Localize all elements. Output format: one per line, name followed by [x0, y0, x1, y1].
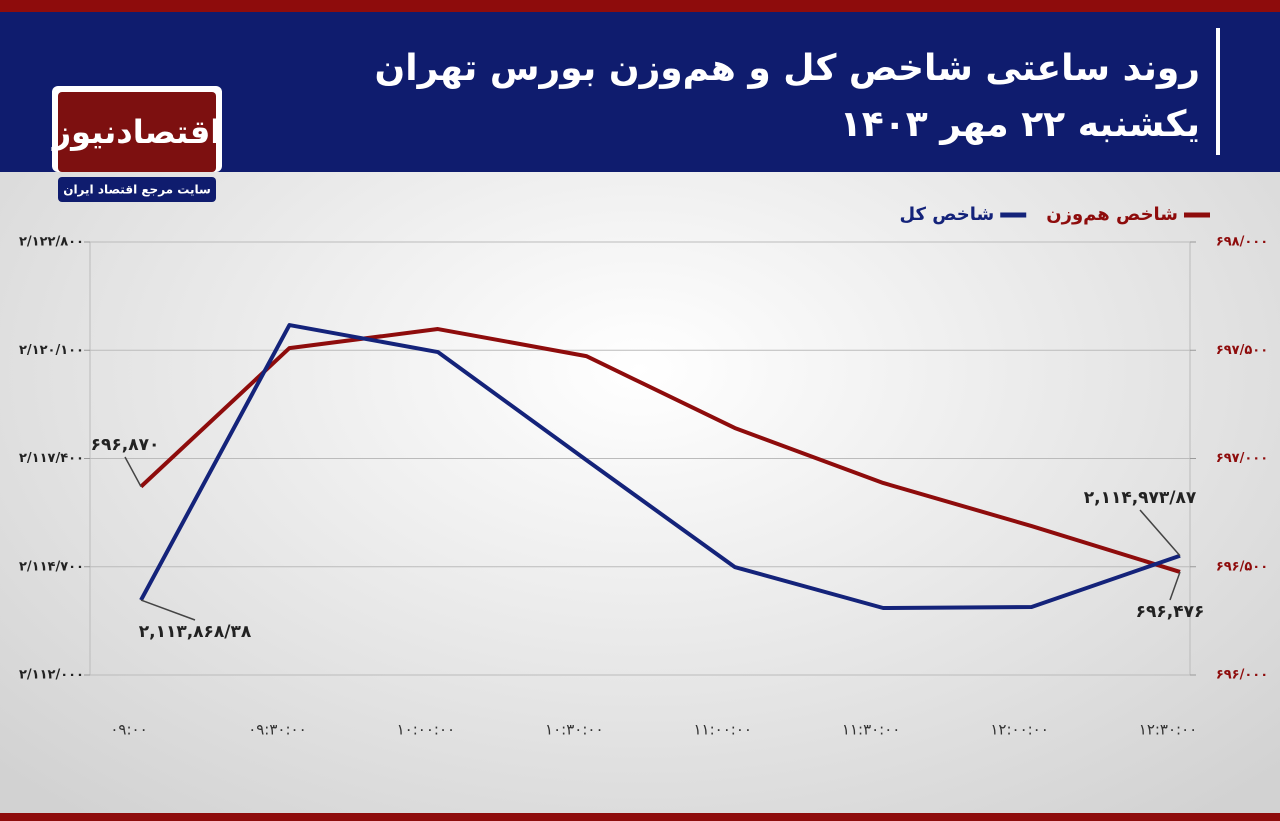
legend-label: شاخص هم‌وزن [1046, 204, 1178, 225]
series-line [139, 327, 1181, 574]
logo-text: اقتصادنیوز [51, 113, 222, 151]
data-label: ۲,۱۱۴,۹۷۳/۸۷ [1084, 488, 1197, 508]
x-tick-label: ۱۱:۰۰:۰۰ [693, 721, 751, 739]
label-leader [1139, 509, 1181, 557]
x-tick-label: ۱۱:۳۰:۰۰ [842, 721, 900, 739]
legend-label: شاخص کل [899, 204, 994, 225]
y-tick-label: ۲/۱۱۲/۰۰۰ [19, 668, 84, 683]
y2-tick-label: ۶۹۷/۵۰۰ [1216, 343, 1268, 358]
top-strip [0, 0, 1280, 12]
y-tick-label: ۲/۱۲۲/۸۰۰ [19, 235, 84, 250]
subtitle: یکشنبه ۲۲ مهر ۱۴۰۳ [840, 104, 1200, 145]
y2-tick-label: ۶۹۶/۰۰۰ [1216, 668, 1268, 683]
x-tick-label: ۰۹:۰۰ [110, 721, 147, 739]
data-label: ۶۹۶,۸۷۰ [91, 435, 160, 455]
data-label: ۲,۱۱۳,۸۶۸/۳۸ [139, 622, 252, 642]
label-leader [124, 456, 142, 488]
label-leader [1169, 571, 1181, 601]
title: روند ساعتی شاخص کل و هم‌وزن بورس تهران [375, 48, 1200, 89]
y-tick-label: ۲/۱۱۴/۷۰۰ [19, 559, 84, 574]
bottom-strip [0, 813, 1280, 821]
x-tick-label: ۱۰:۳۰:۰۰ [545, 721, 603, 739]
y2-tick-label: ۶۹۸/۰۰۰ [1216, 235, 1268, 250]
x-tick-label: ۱۲:۰۰:۰۰ [990, 721, 1048, 739]
x-tick-label: ۱۲:۳۰:۰۰ [1139, 721, 1197, 739]
label-leader [140, 599, 196, 621]
y2-tick-label: ۶۹۷/۰۰۰ [1216, 451, 1268, 466]
logo [58, 92, 216, 172]
logo-tagline: سایت مرجع اقتصاد ایران [63, 183, 211, 197]
y-tick-label: ۲/۱۱۷/۴۰۰ [19, 451, 84, 466]
y-tick-label: ۲/۱۲۰/۱۰۰ [19, 343, 84, 358]
x-tick-label: ۱۰:۰۰:۰۰ [397, 721, 455, 739]
series-line [139, 323, 1181, 611]
y2-tick-label: ۶۹۶/۵۰۰ [1216, 559, 1268, 574]
logo-tagline-bar [58, 177, 216, 202]
data-label: ۶۹۶,۴۷۶ [1136, 602, 1205, 622]
x-tick-label: ۰۹:۳۰:۰۰ [248, 721, 306, 739]
